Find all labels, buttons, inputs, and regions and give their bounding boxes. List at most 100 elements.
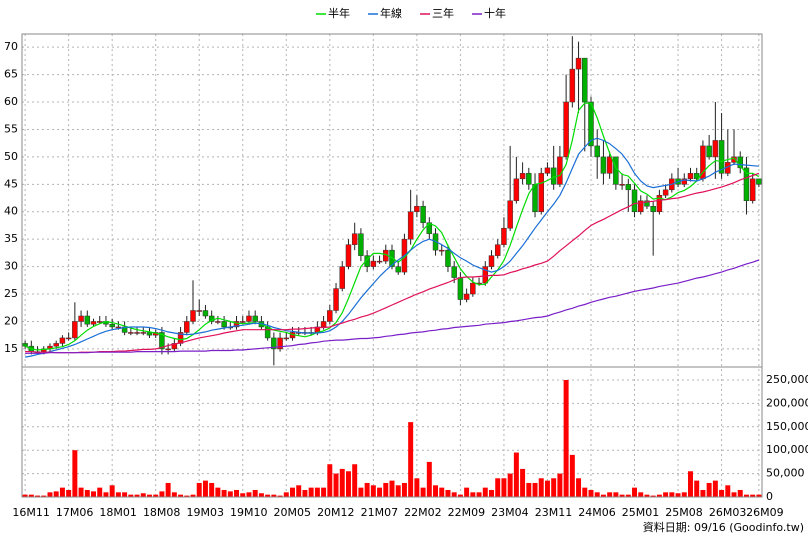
volume-bar <box>731 492 737 497</box>
volume-bar <box>277 495 283 497</box>
volume-bar <box>439 487 445 497</box>
candle-body <box>600 156 607 174</box>
volume-bar <box>520 468 526 497</box>
volume-bar <box>600 494 606 497</box>
y-tick-label: 15 <box>4 342 18 355</box>
candle-body <box>184 321 190 333</box>
volume-bar <box>408 422 414 497</box>
candle-body <box>407 211 414 240</box>
y2-tick-label: 250,000 <box>766 373 808 386</box>
volume-bar <box>41 495 47 497</box>
y-tick-label: 55 <box>4 122 18 135</box>
candle-body <box>563 101 569 158</box>
candle-body <box>756 178 762 185</box>
x-tick-label: 22M02 <box>404 506 442 519</box>
volume-bar <box>171 492 177 497</box>
candle-body <box>606 156 613 174</box>
volume-bar <box>476 492 482 497</box>
candle-body <box>165 348 171 351</box>
candle-body <box>588 101 594 147</box>
candle-body <box>22 343 28 347</box>
x-tick-label: 16M11 <box>12 506 50 519</box>
candle-body <box>650 206 656 212</box>
volume-bar <box>327 464 333 497</box>
volume-bar <box>433 485 439 497</box>
y-tick-label: 45 <box>4 177 18 190</box>
volume-bar <box>644 494 650 497</box>
volume-bar <box>681 492 687 497</box>
volume-bar <box>109 485 115 497</box>
volume-bar <box>22 494 28 497</box>
legend-label: 半年 <box>328 6 350 20</box>
candle-body <box>451 266 457 278</box>
volume-bar <box>184 495 190 497</box>
ma-line <box>24 137 759 358</box>
candle-body <box>414 206 420 212</box>
volume-bar <box>688 471 693 497</box>
y-tick-label: 40 <box>4 205 18 218</box>
mark-layer <box>22 36 762 497</box>
volume-bar <box>271 494 277 497</box>
volume-bar <box>594 492 600 497</box>
candle-body <box>84 315 91 325</box>
x-tick-label: 26M03 <box>709 506 747 519</box>
volume-bar <box>252 489 258 497</box>
volume-bar <box>66 489 72 497</box>
volume-bar <box>84 489 90 497</box>
volume-bar <box>588 489 594 497</box>
candle-body <box>482 266 489 284</box>
volume-bar <box>234 489 240 497</box>
candle-body <box>283 337 290 340</box>
candle-body <box>501 227 507 245</box>
candle-body <box>439 249 445 252</box>
y-tick-label: 20 <box>4 314 18 327</box>
candle-body <box>90 321 97 325</box>
candle-body <box>743 167 750 202</box>
volume-bar <box>72 450 78 497</box>
plot-frame <box>21 33 763 498</box>
candle-body <box>631 189 638 212</box>
volume-bar <box>507 473 513 497</box>
x-tick-label: 23M11 <box>535 506 573 519</box>
volume-bar <box>358 487 364 497</box>
volume-bar <box>526 482 532 497</box>
volume-bar <box>613 492 619 497</box>
legend-label: 十年 <box>484 6 506 20</box>
candle-body <box>96 321 103 323</box>
candle-body <box>376 260 383 263</box>
candle-body <box>246 315 252 322</box>
candle-body <box>190 310 196 322</box>
volume-bar <box>302 489 308 497</box>
volume-bar <box>632 487 638 497</box>
volume-bar <box>451 492 457 497</box>
candle-body <box>134 332 140 334</box>
candle-body <box>712 140 719 158</box>
candle-body <box>526 173 532 185</box>
x-tick-label: 18M08 <box>143 506 181 519</box>
y-tick-label: 50 <box>4 150 18 163</box>
candle-body <box>582 57 588 103</box>
candle-body <box>333 288 339 311</box>
volume-bar <box>240 493 246 497</box>
candle-body <box>351 233 358 245</box>
volume-bar <box>656 494 662 497</box>
candle-body <box>72 321 78 339</box>
footer: 資料日期: 09/16 (Goodinfo.tw) <box>643 520 804 534</box>
volume-bar <box>482 487 488 497</box>
volume-bar <box>221 489 227 497</box>
candle-body <box>370 260 377 267</box>
volume-bar <box>35 495 41 497</box>
candle-body <box>507 200 513 229</box>
x-tick-label: 25M08 <box>665 506 703 519</box>
legend-label: 三年 <box>432 6 454 20</box>
volume-bar <box>470 492 476 497</box>
y-tick-label: 35 <box>4 232 18 245</box>
y2-tick-label: 100,000 <box>766 443 808 456</box>
y2-tick-label: 200,000 <box>766 396 808 409</box>
volume-bar <box>582 487 588 497</box>
x-tick-label: 23M04 <box>491 506 529 519</box>
volume-bar <box>675 493 681 497</box>
volume-bar <box>389 480 395 497</box>
